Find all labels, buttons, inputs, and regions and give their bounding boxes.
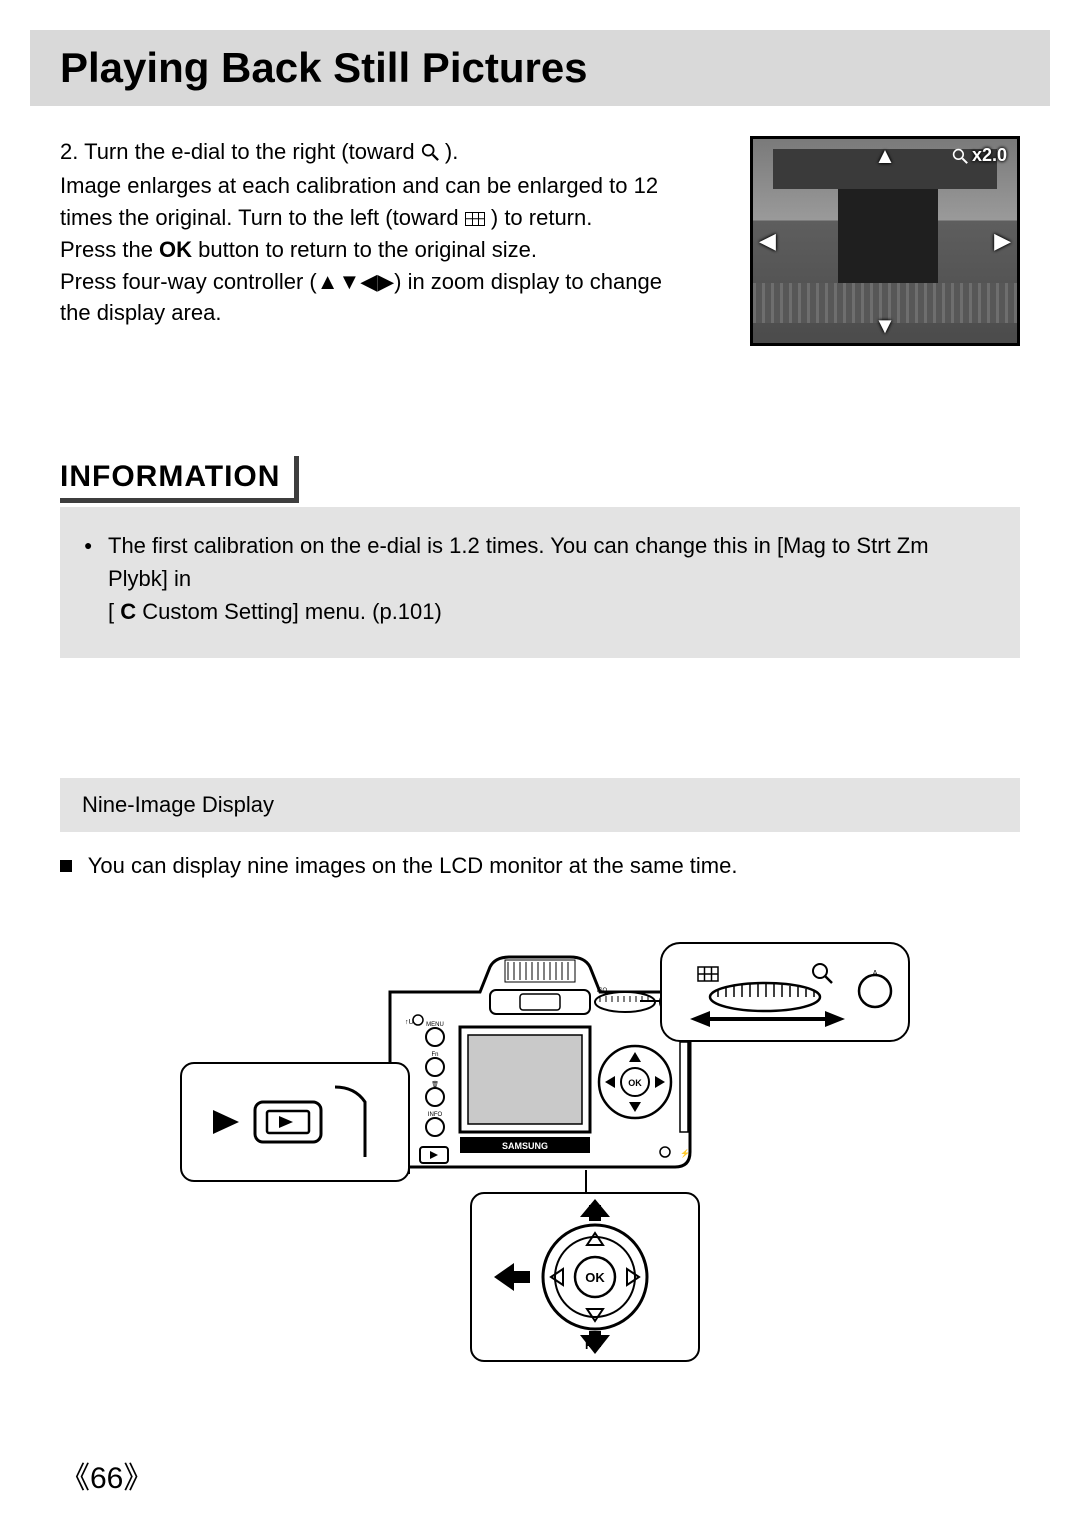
- step-line1-pre: Turn the e-dial to the right (toward: [84, 139, 421, 164]
- step-line2: Image enlarges at each calibration and c…: [60, 173, 658, 198]
- svg-text:INFO: INFO: [428, 1112, 443, 1118]
- info-line2-post: Custom Setting] menu. (p.101): [142, 599, 442, 624]
- page-title: Playing Back Still Pictures: [60, 44, 1020, 92]
- nav-up-icon: ▲: [874, 143, 896, 169]
- info-line1: The first calibration on the e-dial is 1…: [108, 533, 929, 591]
- custom-c-icon: C: [120, 599, 136, 624]
- svg-text:SAMSUNG: SAMSUNG: [502, 1141, 548, 1151]
- step-line6: the display area.: [60, 300, 221, 325]
- nine-image-description: You can display nine images on the LCD m…: [60, 850, 1020, 882]
- step-line5: Press four-way controller (▲▼◀▶) in zoom…: [60, 269, 662, 294]
- page-number-value: 66: [90, 1462, 123, 1495]
- step-line4-pre: Press the: [60, 237, 159, 262]
- information-box: The first calibration on the e-dial is 1…: [60, 507, 1020, 658]
- svg-text:Fn: Fn: [431, 1052, 438, 1058]
- nav-left-icon: ◀: [759, 228, 776, 254]
- four-way-callout: OK F: [470, 1192, 700, 1362]
- content-area: 2. Turn the e-dial to the right (toward …: [60, 136, 1020, 1362]
- magnification-value: x2.0: [972, 145, 1007, 166]
- nine-image-desc-text: You can display nine images on the LCD m…: [88, 853, 738, 878]
- magnify-icon: [952, 148, 968, 164]
- step-2-text: 2. Turn the e-dial to the right (toward …: [60, 136, 726, 329]
- e-dial-callout: A: [660, 942, 910, 1042]
- nine-image-subhead: Nine-Image Display: [60, 778, 1020, 832]
- ok-label: OK: [159, 237, 192, 262]
- svg-text:⚡: ⚡: [680, 1148, 690, 1158]
- svg-text:OK: OK: [585, 1270, 605, 1285]
- camera-diagram: SAMSUNG MENU Fn 🗑 INFO OK AE-L: [140, 932, 940, 1362]
- step-line3-pre: times the original. Turn to the left (to…: [60, 205, 465, 230]
- info-line2-pre: [: [108, 599, 120, 624]
- svg-text:MENU: MENU: [426, 1022, 444, 1028]
- lcd-preview: ▲ ▼ ◀ ▶ x2.0: [750, 136, 1020, 346]
- step-number: 2.: [60, 139, 78, 164]
- nav-down-icon: ▼: [874, 313, 896, 339]
- information-header: INFORMATION: [60, 456, 299, 503]
- info-bullet: The first calibration on the e-dial is 1…: [108, 529, 992, 628]
- nine-grid-icon: [465, 212, 485, 226]
- step-2-block: 2. Turn the e-dial to the right (toward …: [60, 136, 1020, 346]
- nine-image-subhead-text: Nine-Image Display: [82, 792, 274, 817]
- step-line3-post: ) to return.: [491, 205, 592, 230]
- square-bullet-icon: [60, 860, 72, 872]
- nav-right-icon: ▶: [994, 228, 1011, 254]
- magnify-icon: [421, 138, 439, 170]
- step-line1-post: ).: [445, 139, 458, 164]
- svg-text:F: F: [585, 1338, 592, 1352]
- play-button-callout: [180, 1062, 410, 1182]
- title-bar: Playing Back Still Pictures: [30, 30, 1050, 106]
- svg-text:ISO: ISO: [597, 988, 608, 994]
- camera-body-icon: SAMSUNG MENU Fn 🗑 INFO OK AE-L: [370, 952, 710, 1172]
- svg-text:OK: OK: [628, 1078, 642, 1088]
- page-number: 《66》: [60, 1453, 153, 1497]
- svg-text:🗑: 🗑: [431, 1080, 439, 1088]
- magnification-indicator: x2.0: [952, 145, 1007, 166]
- svg-text:A: A: [872, 969, 878, 978]
- step-line4-post: button to return to the original size.: [198, 237, 537, 262]
